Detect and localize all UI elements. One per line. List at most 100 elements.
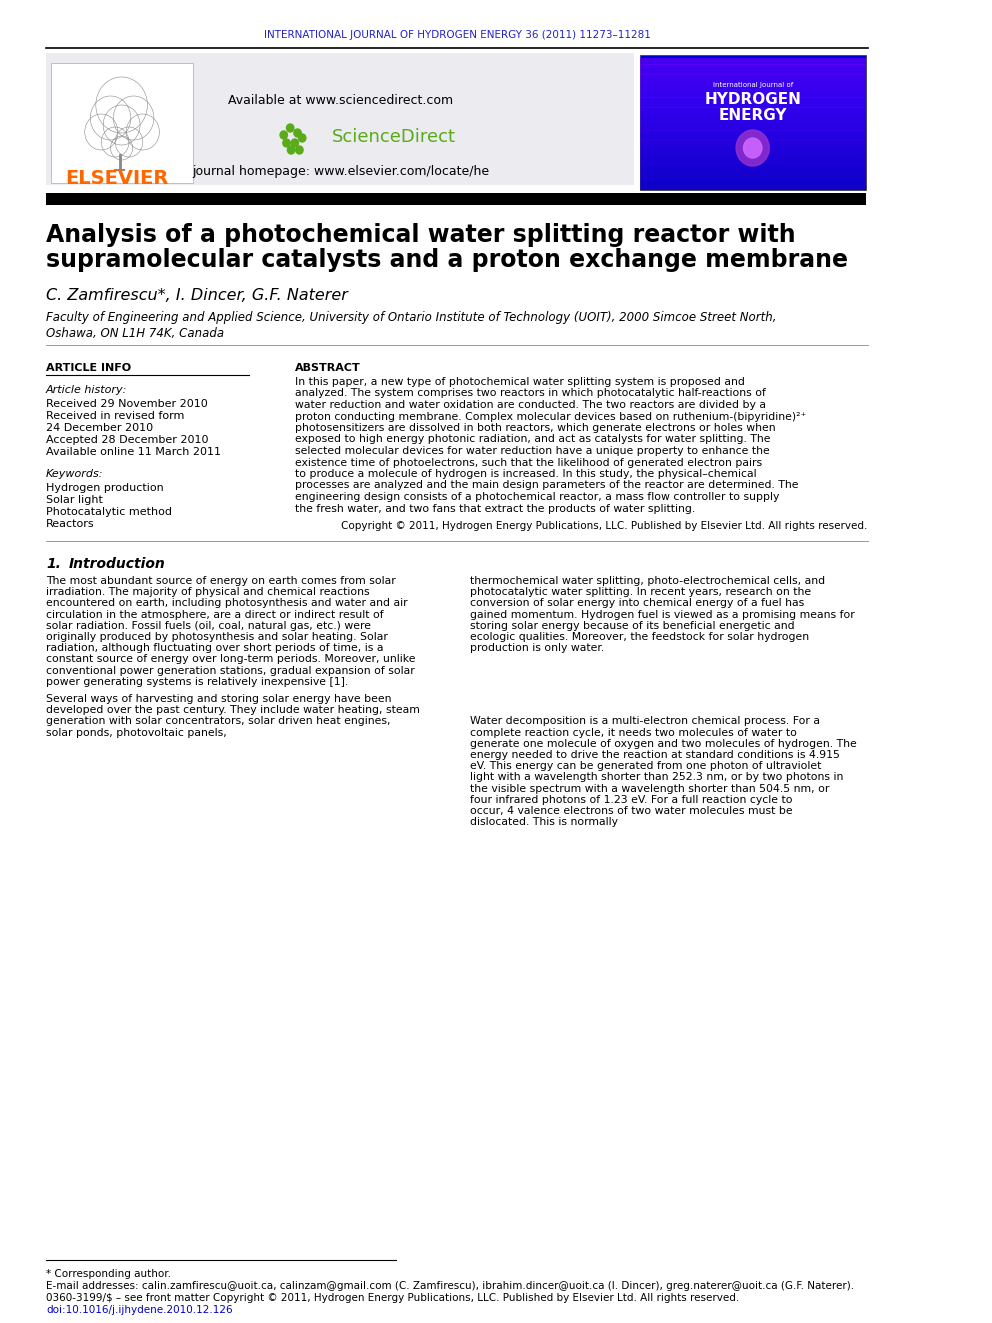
FancyBboxPatch shape xyxy=(640,65,866,67)
FancyBboxPatch shape xyxy=(640,167,866,171)
Text: ABSTRACT: ABSTRACT xyxy=(295,363,360,373)
Text: the visible spectrum with a wavelength shorter than 504.5 nm, or: the visible spectrum with a wavelength s… xyxy=(470,783,829,794)
FancyBboxPatch shape xyxy=(640,114,866,118)
Circle shape xyxy=(291,139,299,147)
Text: circulation in the atmosphere, are a direct or indirect result of: circulation in the atmosphere, are a dir… xyxy=(46,610,384,619)
Text: power generating systems is relatively inexpensive [1].: power generating systems is relatively i… xyxy=(46,677,348,687)
Text: Photocatalytic method: Photocatalytic method xyxy=(46,507,172,517)
Text: water reduction and water oxidation are conducted. The two reactors are divided : water reduction and water oxidation are … xyxy=(295,400,766,410)
Text: * Corresponding author.: * Corresponding author. xyxy=(46,1269,171,1279)
Text: 24 December 2010: 24 December 2010 xyxy=(46,423,153,433)
Text: four infrared photons of 1.23 eV. For a full reaction cycle to: four infrared photons of 1.23 eV. For a … xyxy=(470,795,793,804)
Circle shape xyxy=(280,131,288,139)
Text: Hydrogen production: Hydrogen production xyxy=(46,483,164,493)
Text: 0360-3199/$ – see front matter Copyright © 2011, Hydrogen Energy Publications, L: 0360-3199/$ – see front matter Copyright… xyxy=(46,1293,739,1303)
FancyBboxPatch shape xyxy=(640,91,866,94)
FancyBboxPatch shape xyxy=(640,151,866,153)
FancyBboxPatch shape xyxy=(51,64,193,183)
FancyBboxPatch shape xyxy=(640,157,866,160)
Text: INTERNATIONAL JOURNAL OF HYDROGEN ENERGY 36 (2011) 11273–11281: INTERNATIONAL JOURNAL OF HYDROGEN ENERGY… xyxy=(264,30,651,40)
Text: International Journal of: International Journal of xyxy=(712,82,793,89)
Text: journal homepage: www.elsevier.com/locate/he: journal homepage: www.elsevier.com/locat… xyxy=(192,165,489,179)
FancyBboxPatch shape xyxy=(640,120,866,124)
FancyBboxPatch shape xyxy=(640,67,866,71)
Text: existence time of photoelectrons, such that the likelihood of generated electron: existence time of photoelectrons, such t… xyxy=(295,458,762,467)
Text: Available online 11 March 2011: Available online 11 March 2011 xyxy=(46,447,221,456)
FancyBboxPatch shape xyxy=(640,74,866,78)
FancyBboxPatch shape xyxy=(640,144,866,147)
Text: Available at www.sciencedirect.com: Available at www.sciencedirect.com xyxy=(228,94,453,106)
Text: Accepted 28 December 2010: Accepted 28 December 2010 xyxy=(46,435,208,445)
FancyBboxPatch shape xyxy=(640,111,866,114)
FancyBboxPatch shape xyxy=(46,193,866,205)
Text: ARTICLE INFO: ARTICLE INFO xyxy=(46,363,131,373)
Text: Received 29 November 2010: Received 29 November 2010 xyxy=(46,400,207,409)
Circle shape xyxy=(294,130,302,138)
Text: conversion of solar energy into chemical energy of a fuel has: conversion of solar energy into chemical… xyxy=(470,598,805,609)
Text: Keywords:: Keywords: xyxy=(46,468,103,479)
Text: Analysis of a photochemical water splitting reactor with: Analysis of a photochemical water splitt… xyxy=(46,224,796,247)
Text: Article history:: Article history: xyxy=(46,385,127,396)
Text: light with a wavelength shorter than 252.3 nm, or by two photons in: light with a wavelength shorter than 252… xyxy=(470,773,843,782)
FancyBboxPatch shape xyxy=(640,180,866,184)
Circle shape xyxy=(736,130,769,165)
Text: solar radiation. Fossil fuels (oil, coal, natural gas, etc.) were: solar radiation. Fossil fuels (oil, coal… xyxy=(46,620,371,631)
FancyBboxPatch shape xyxy=(640,58,866,61)
Text: originally produced by photosynthesis and solar heating. Solar: originally produced by photosynthesis an… xyxy=(46,632,388,642)
Text: photocatalytic water splitting. In recent years, research on the: photocatalytic water splitting. In recen… xyxy=(470,587,811,597)
Text: doi:10.1016/j.ijhydene.2010.12.126: doi:10.1016/j.ijhydene.2010.12.126 xyxy=(46,1304,233,1315)
Text: occur, 4 valence electrons of two water molecules must be: occur, 4 valence electrons of two water … xyxy=(470,806,793,816)
Circle shape xyxy=(288,146,295,153)
Text: eV. This energy can be generated from one photon of ultraviolet: eV. This energy can be generated from on… xyxy=(470,761,821,771)
Text: In this paper, a new type of photochemical water splitting system is proposed an: In this paper, a new type of photochemic… xyxy=(295,377,745,388)
FancyBboxPatch shape xyxy=(640,105,866,107)
FancyBboxPatch shape xyxy=(46,53,634,185)
FancyBboxPatch shape xyxy=(640,81,866,85)
Circle shape xyxy=(283,139,291,147)
Text: exposed to high energy photonic radiation, and act as catalysts for water splitt: exposed to high energy photonic radiatio… xyxy=(295,434,771,445)
Text: Oshawa, ON L1H 74K, Canada: Oshawa, ON L1H 74K, Canada xyxy=(46,327,224,340)
Text: E-mail addresses: calin.zamfirescu@uoit.ca, calinzam@gmail.com (C. Zamfirescu), : E-mail addresses: calin.zamfirescu@uoit.… xyxy=(46,1281,854,1291)
Text: selected molecular devices for water reduction have a unique property to enhance: selected molecular devices for water red… xyxy=(295,446,770,456)
Text: proton conducting membrane. Complex molecular devices based on ruthenium-(bipyri: proton conducting membrane. Complex mole… xyxy=(295,411,806,422)
FancyBboxPatch shape xyxy=(640,131,866,134)
Text: Water decomposition is a multi-electron chemical process. For a: Water decomposition is a multi-electron … xyxy=(470,716,819,726)
Text: solar ponds, photovoltaic panels,: solar ponds, photovoltaic panels, xyxy=(46,728,227,738)
Text: Several ways of harvesting and storing solar energy have been: Several ways of harvesting and storing s… xyxy=(46,695,392,704)
Text: thermochemical water splitting, photo-electrochemical cells, and: thermochemical water splitting, photo-el… xyxy=(470,576,825,586)
FancyBboxPatch shape xyxy=(640,134,866,138)
Circle shape xyxy=(287,124,294,132)
FancyBboxPatch shape xyxy=(640,169,866,173)
Text: Faculty of Engineering and Applied Science, University of Ontario Institute of T: Faculty of Engineering and Applied Scien… xyxy=(46,311,777,324)
Text: developed over the past century. They include water heating, steam: developed over the past century. They in… xyxy=(46,705,420,716)
Text: production is only water.: production is only water. xyxy=(470,643,604,654)
FancyBboxPatch shape xyxy=(640,173,866,177)
FancyBboxPatch shape xyxy=(640,138,866,140)
Text: 1.: 1. xyxy=(46,557,61,572)
Text: Copyright © 2011, Hydrogen Energy Publications, LLC. Published by Elsevier Ltd. : Copyright © 2011, Hydrogen Energy Public… xyxy=(341,521,868,531)
Text: storing solar energy because of its beneficial energetic and: storing solar energy because of its bene… xyxy=(470,620,795,631)
Text: to produce a molecule of hydrogen is increased. In this study, the physical–chem: to produce a molecule of hydrogen is inc… xyxy=(295,468,757,479)
Text: supramolecular catalysts and a proton exchange membrane: supramolecular catalysts and a proton ex… xyxy=(46,247,848,273)
FancyBboxPatch shape xyxy=(640,147,866,151)
Text: Solar light: Solar light xyxy=(46,495,103,505)
FancyBboxPatch shape xyxy=(640,183,866,187)
FancyBboxPatch shape xyxy=(640,187,866,191)
FancyBboxPatch shape xyxy=(640,107,866,111)
FancyBboxPatch shape xyxy=(640,124,866,127)
Text: C. Zamfirescu*, I. Dincer, G.F. Naterer: C. Zamfirescu*, I. Dincer, G.F. Naterer xyxy=(46,287,348,303)
Text: conventional power generation stations, gradual expansion of solar: conventional power generation stations, … xyxy=(46,665,415,676)
FancyBboxPatch shape xyxy=(640,140,866,144)
Text: ecologic qualities. Moreover, the feedstock for solar hydrogen: ecologic qualities. Moreover, the feedst… xyxy=(470,632,809,642)
FancyBboxPatch shape xyxy=(640,127,866,131)
Text: Reactors: Reactors xyxy=(46,519,94,529)
Text: generation with solar concentrators, solar driven heat engines,: generation with solar concentrators, sol… xyxy=(46,716,391,726)
Text: engineering design consists of a photochemical reactor, a mass flow controller t: engineering design consists of a photoch… xyxy=(295,492,779,501)
FancyBboxPatch shape xyxy=(640,118,866,120)
FancyBboxPatch shape xyxy=(640,87,866,91)
FancyBboxPatch shape xyxy=(640,78,866,81)
Text: photosensitizers are dissolved in both reactors, which generate electrons or hol: photosensitizers are dissolved in both r… xyxy=(295,423,776,433)
Text: radiation, although fluctuating over short periods of time, is a: radiation, although fluctuating over sho… xyxy=(46,643,384,654)
FancyBboxPatch shape xyxy=(640,101,866,105)
Text: analyzed. The system comprises two reactors in which photocatalytic half-reactio: analyzed. The system comprises two react… xyxy=(295,389,766,398)
